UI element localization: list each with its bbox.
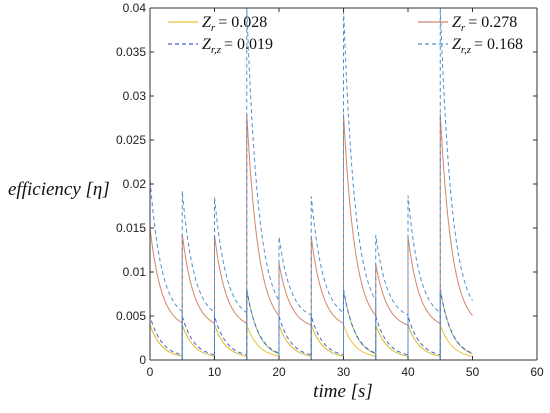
x-tick-label: 40: [401, 365, 415, 379]
legend-entry: Zr = 0.028: [202, 14, 267, 34]
series-line: [149, 7, 473, 360]
y-axis-label: efficiency [η]: [8, 179, 110, 200]
ticks-layer: 0 10 20 30 40 50 60 0 0.005 0.01 0.015 0.02 0.025 0.0…: [116, 1, 544, 379]
y-tick-label: 0: [139, 353, 146, 367]
y-tick-label: 0.005: [116, 309, 146, 323]
x-tick-label: 0: [147, 365, 154, 379]
y-tick-label: 0.01: [123, 265, 147, 279]
x-axis-label: time [s]: [313, 381, 373, 402]
x-tick-label: 60: [530, 365, 544, 379]
y-tick-label: 0.04: [123, 1, 147, 15]
y-tick-label: 0.015: [116, 221, 146, 235]
y-tick-label: 0.025: [116, 133, 146, 147]
x-tick-label: 10: [208, 365, 222, 379]
x-tick-label: 20: [272, 365, 286, 379]
legend-entry: Zr = 0.278: [452, 14, 517, 34]
y-tick-label: 0.02: [123, 177, 147, 191]
series-layer: [149, 7, 473, 360]
x-tick-label: 50: [466, 365, 480, 379]
y-tick-label: 0.035: [116, 45, 146, 59]
y-tick-label: 0.03: [123, 89, 147, 103]
legend-entry: Zr,z = 0.168: [452, 36, 523, 56]
x-tick-label: 30: [337, 365, 351, 379]
legend-entry: Zr,z = 0.019: [202, 36, 273, 56]
